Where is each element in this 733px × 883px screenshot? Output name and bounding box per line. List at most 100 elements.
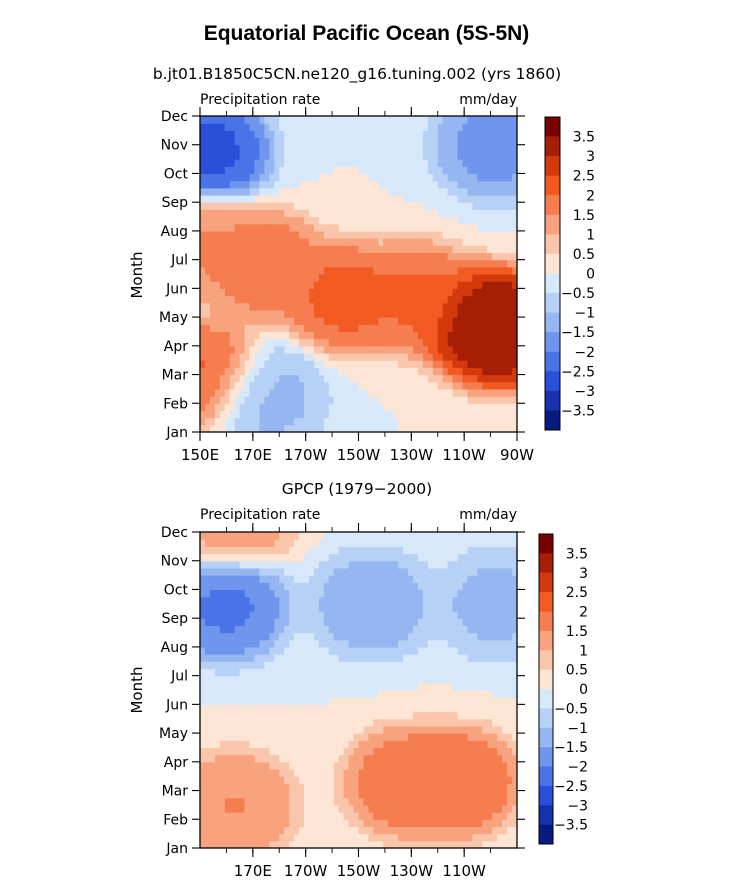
heatmap-cell <box>507 245 513 254</box>
heatmap-cell <box>299 661 305 670</box>
heatmap-cell <box>373 245 379 254</box>
heatmap-cell <box>343 611 350 619</box>
heatmap-cell <box>417 187 424 196</box>
heatmap-cell <box>343 309 350 318</box>
heatmap-cell <box>393 396 399 404</box>
heatmap-cell <box>353 682 360 691</box>
heatmap-cell <box>358 367 365 376</box>
heatmap-cell <box>279 159 285 167</box>
heatmap-cell <box>378 740 384 749</box>
heatmap-cell <box>224 625 231 634</box>
heatmap-cell <box>408 230 414 239</box>
heatmap-cell <box>289 130 295 139</box>
heatmap-cell <box>333 345 340 354</box>
heatmap-cell <box>318 345 325 354</box>
heatmap-cell <box>249 403 256 412</box>
heatmap-cell <box>299 603 305 612</box>
heatmap-cell <box>353 281 360 289</box>
heatmap-cell <box>393 797 399 806</box>
heatmap-cell <box>437 302 444 311</box>
heatmap-cell <box>388 245 394 254</box>
heatmap-cell <box>259 288 265 297</box>
heatmap-cell <box>219 682 226 691</box>
heatmap-cell <box>209 410 216 419</box>
heatmap-cell <box>279 733 285 741</box>
heatmap-cell <box>408 187 414 196</box>
heatmap-cell <box>383 317 389 325</box>
heatmap-cell <box>363 338 369 347</box>
heatmap-cell <box>229 833 236 842</box>
heatmap-cell <box>204 424 211 432</box>
heatmap-cell <box>284 116 290 124</box>
heatmap-cell <box>482 151 488 160</box>
heatmap-cell <box>299 281 305 289</box>
heatmap-cell <box>269 632 275 641</box>
heatmap-cell <box>363 151 369 160</box>
heatmap-cell <box>269 754 275 763</box>
heatmap-cell <box>442 302 449 311</box>
heatmap-cell <box>244 740 251 749</box>
heatmap-cell <box>214 733 221 741</box>
heatmap-cell <box>279 216 285 225</box>
heatmap-cell <box>279 618 285 626</box>
heatmap-cell <box>249 345 256 354</box>
heatmap-cell <box>403 309 409 318</box>
heatmap-cell <box>383 747 389 756</box>
heatmap-cell <box>507 417 513 426</box>
heatmap-cell <box>313 360 320 368</box>
heatmap-cell <box>284 180 290 189</box>
heatmap-cell <box>447 137 454 146</box>
heatmap-cell <box>200 725 206 734</box>
heatmap-cell <box>427 116 434 124</box>
heatmap-cell <box>209 116 216 124</box>
heatmap-cell <box>358 819 365 828</box>
heatmap-cell <box>338 259 345 268</box>
heatmap-cell <box>373 195 379 203</box>
colorbar-label: 2.5 <box>573 169 595 185</box>
heatmap-cell <box>487 216 493 225</box>
heatmap-cell <box>408 360 414 368</box>
heatmap-cell <box>249 295 256 304</box>
heatmap-cell <box>388 682 394 691</box>
heatmap-cell <box>328 575 335 583</box>
heatmap-cell <box>333 367 340 376</box>
heatmap-cell <box>269 238 275 246</box>
heatmap-cell <box>219 632 226 641</box>
heatmap-cell <box>294 754 300 763</box>
heatmap-cell <box>358 209 365 218</box>
heatmap-cell <box>229 381 236 390</box>
heatmap-cell <box>204 603 211 612</box>
heatmap-cell <box>219 302 226 311</box>
heatmap-cell <box>422 553 429 562</box>
heatmap-cell <box>308 151 315 160</box>
heatmap-cell <box>383 804 389 813</box>
heatmap-cell <box>294 410 300 419</box>
heatmap-cell <box>279 539 285 547</box>
heatmap-cell <box>373 790 379 799</box>
heatmap-cell <box>234 166 241 175</box>
heatmap-cell <box>353 151 360 160</box>
heatmap-cell <box>447 266 454 275</box>
heatmap-cell <box>383 546 389 555</box>
heatmap-cell <box>437 274 444 282</box>
heatmap-cell <box>254 725 261 734</box>
heatmap-cell <box>432 159 439 167</box>
heatmap-cell <box>249 144 256 153</box>
heatmap-cell <box>403 295 409 304</box>
heatmap-cell <box>254 575 261 583</box>
heatmap-cell <box>417 690 424 698</box>
heatmap-cell <box>467 396 474 404</box>
heatmap-cell <box>457 302 464 311</box>
heatmap-cell <box>269 553 275 562</box>
heatmap-cell <box>492 223 498 232</box>
heatmap-cell <box>363 223 369 232</box>
heatmap-cell <box>294 567 300 576</box>
heatmap-cell <box>264 202 270 210</box>
heatmap-cell <box>462 137 469 146</box>
heatmap-cell <box>348 661 355 670</box>
heatmap-cell <box>383 338 389 347</box>
heatmap-cell <box>214 783 221 792</box>
heatmap-cell <box>427 353 434 361</box>
heatmap-cell <box>234 123 241 131</box>
heatmap-cell <box>244 582 251 591</box>
